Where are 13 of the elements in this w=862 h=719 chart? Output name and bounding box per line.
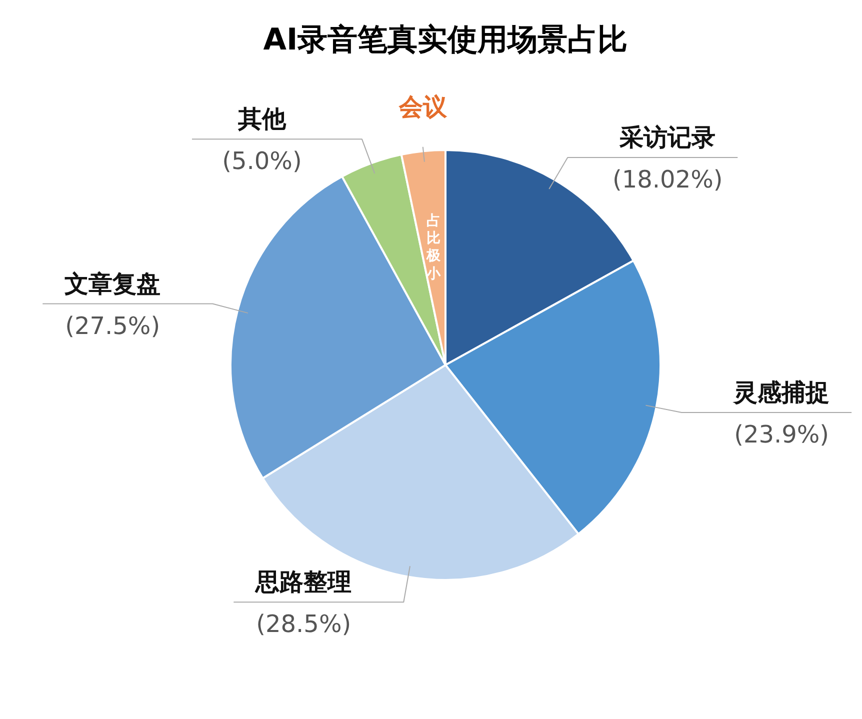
data-label: (23.9%) xyxy=(734,420,830,449)
data-label: (28.5%) xyxy=(256,610,352,638)
slice-label: 思路整理 xyxy=(254,568,352,596)
slice-label: 灵感捕捉 xyxy=(732,378,830,407)
data-label: (27.5%) xyxy=(65,312,160,340)
slice-label: 采访记录 xyxy=(618,123,716,152)
slice-label: 会议 xyxy=(398,92,448,121)
data-label: (18.02%) xyxy=(612,165,723,194)
chart-title: AI录音笔真实使用场景占比 xyxy=(263,22,628,58)
slice-label: 文章复盘 xyxy=(64,270,161,298)
data-label: (5.0%) xyxy=(222,147,302,176)
text: 占比极小 xyxy=(425,212,442,282)
slice-label: 其他 xyxy=(236,105,287,134)
